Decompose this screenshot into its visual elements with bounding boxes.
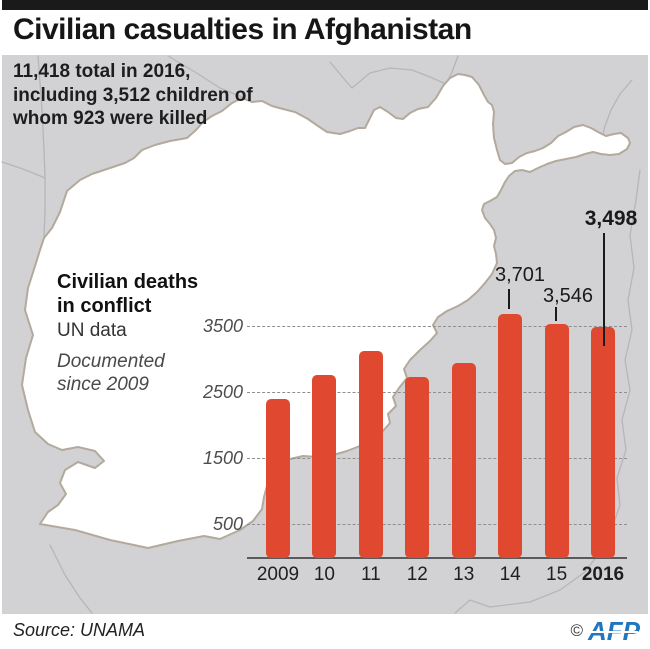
x-tick-label-10: 10: [313, 564, 335, 585]
copyright-icon: ©: [570, 621, 583, 640]
chart-title-line-1: Civilian deaths: [57, 271, 199, 293]
bar-11: [358, 351, 383, 558]
y-tick-label-3500: 3500: [202, 316, 243, 336]
value-label-2016: 3,498: [584, 207, 638, 230]
x-tick-label-14: 14: [499, 564, 521, 585]
x-tick-label-2009: 2009: [256, 564, 300, 585]
key-figures-line-2: including 3,512 children of: [13, 84, 253, 106]
afp-wordmark: AFP: [588, 618, 640, 644]
value-label-2015-tick: [555, 307, 557, 321]
x-tick-label-13: 13: [453, 564, 475, 585]
chart-data-source: UN data: [57, 320, 127, 341]
y-tick-label-2500: 2500: [202, 382, 243, 402]
gridline-3500: [247, 326, 627, 327]
key-figures-line-3: whom 923 were killed: [13, 108, 208, 129]
gridline-2500: [247, 392, 627, 393]
key-figures-text: 11,418 total in 2016, including 3,512 ch…: [13, 60, 273, 131]
x-tick-label-2016: 2016: [581, 564, 625, 585]
border-pakistan-india: [454, 169, 641, 614]
afp-wordmark-stripe: [588, 631, 638, 633]
value-label-2016-pointer-line: [603, 233, 605, 346]
bar-15: [544, 323, 569, 558]
chart-note-line-2: since 2009: [57, 374, 149, 395]
value-label-2014: 3,701: [494, 264, 546, 286]
page-title: Civilian casualties in Afghanistan: [13, 13, 472, 46]
border-iran-turkmenistan: [37, 55, 46, 239]
chart-title-line-2: in conflict: [57, 295, 152, 317]
gridline-1500: [247, 458, 627, 459]
x-axis-line: [247, 557, 627, 559]
bar-10: [312, 374, 337, 558]
chart-note-line-1: Documented: [57, 351, 165, 372]
border-iran-west: [1, 161, 46, 179]
y-tick-label-500: 500: [212, 514, 243, 534]
x-tick-label-15: 15: [546, 564, 568, 585]
border-iran-pakistan: [49, 544, 93, 614]
value-label-2015: 3,546: [542, 285, 594, 307]
bar-13: [451, 363, 476, 558]
source-credit: Source: UNAMA: [13, 620, 146, 640]
gridline-500: [247, 524, 627, 525]
top-accent-bar: [2, 0, 648, 10]
bar-14: [498, 313, 523, 558]
border-turkmenistan-uzbekistan: [167, 55, 243, 98]
key-figures-line-1: 11,418 total in 2016,: [13, 61, 191, 82]
chart-title-block: Civilian deaths in conflict UN data Docu…: [57, 270, 247, 396]
bar-12: [405, 377, 430, 558]
afp-logo: © AFP: [570, 618, 640, 644]
x-tick-label-12: 12: [406, 564, 428, 585]
y-tick-label-1500: 1500: [202, 448, 243, 468]
bar-2009: [266, 398, 290, 558]
value-label-2014-tick: [508, 289, 510, 309]
afghanistan-outline: [21, 73, 631, 549]
bar-2016: [591, 327, 615, 558]
x-tick-label-11: 11: [360, 564, 381, 585]
